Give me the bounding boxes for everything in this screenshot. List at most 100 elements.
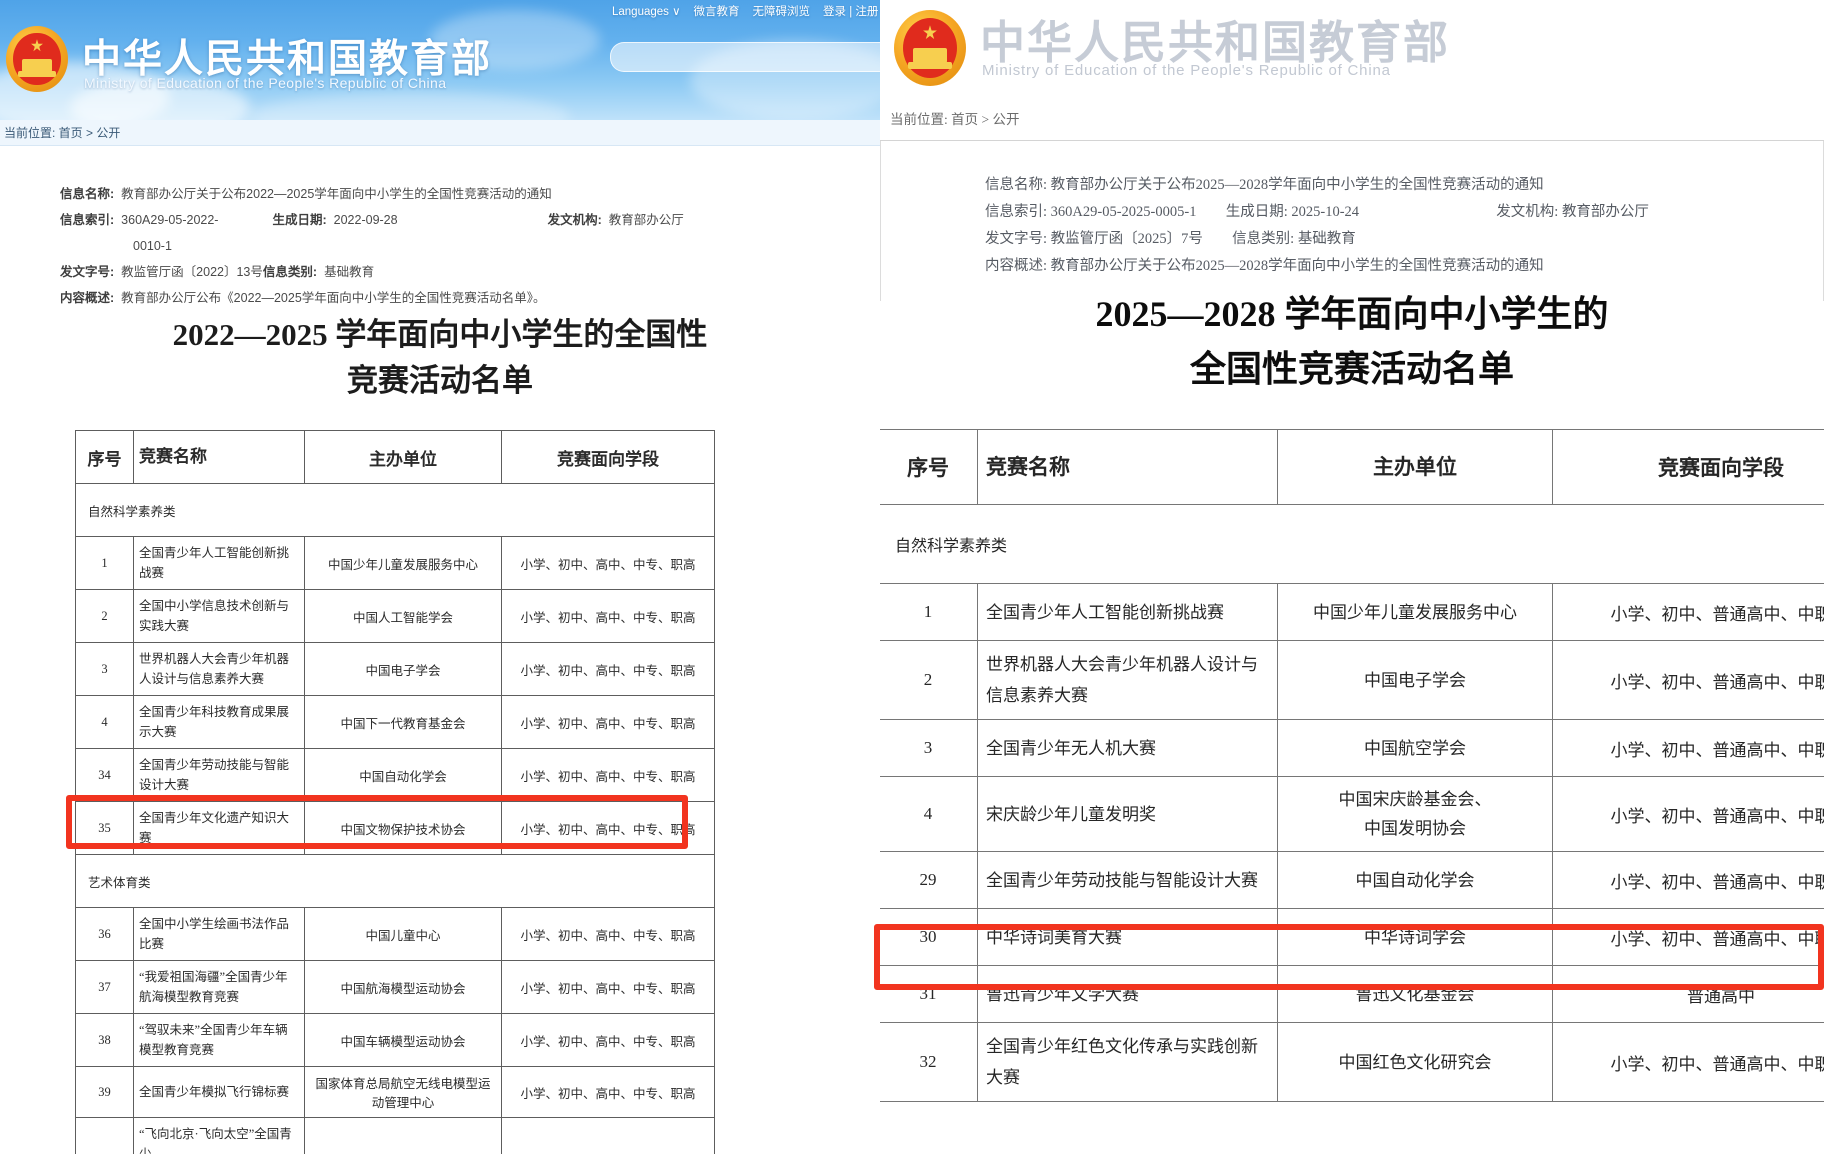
info-docno-label: 发文字号: [985,231,1048,247]
info-issuer-label: 发文机构: [1496,204,1559,220]
table-row: 2 世界机器人大会青少年机器人设计与信息素养大赛 中国电子学会 小学、初中、普通高中、… [880,640,1824,720]
table-row: 32 全国青少年红色文化传承与实践创新大赛 中国红色文化研究会 小学、初中、普通高中、… [880,1022,1824,1102]
info-summary-label: 内容概述: [60,291,115,305]
cell-no: 2 [75,589,134,643]
info-date-value: 2022-09-28 [333,213,398,227]
right-header-divider [880,140,1824,141]
nav-login-register[interactable]: 登录 | 注册 [823,6,879,18]
right-col-org: 主办单位 [1277,429,1553,505]
right-competition-table: 序号 竞赛名称 主办单位 竞赛面向学段 自然科学素养类 1 全国青少年人工智能创新挑… [880,429,1824,1102]
info-index-value: 360A29-05-2025-0005-1 [1050,204,1197,220]
cell-stage: 小学、初中、普通高中、中职 [1552,908,1824,966]
right-logo-chinese: 中华人民共和国教育部 [980,17,1451,68]
left-logo-english: Ministry of Education of the People's Re… [84,75,447,91]
cell-stage [501,1117,715,1154]
info-summary-value: 教育部办公厅公布《2022—2025学年面向中小学生的全国性竞赛活动名单》。 [121,291,546,305]
cloud-decoration [430,10,600,70]
cell-name: 鲁迅青少年文学大赛 [977,965,1278,1023]
left-breadcrumb[interactable]: 当前位置: 首页 > 公开 [0,120,880,146]
cell-org: 中国少年儿童发展服务中心 [304,536,502,590]
cell-stage: 小学、初中、高中、中专、职高 [501,695,715,749]
info-issuer-value: 教育部办公厅 [1561,204,1649,220]
cell-name: “我爱祖国海疆”全国青少年航海模型教育竞赛 [133,960,305,1014]
table-row: 36 全国中小学生绘画书法作品比赛 中国儿童中心 小学、初中、高中、中专、职高 [75,907,715,961]
cell-no: 1 [880,583,978,641]
cell-no [75,1117,134,1154]
cell-org: 中国文物保护技术协会 [304,801,502,855]
category-label: 艺术体育类 [75,854,715,908]
cell-org [304,1117,502,1154]
cell-name: “飞向北京·飞向太空”全国青少 [133,1117,305,1154]
cell-no: 39 [75,1066,134,1118]
table-row: 4 宋庆龄少年儿童发明奖 中国宋庆龄基金会、 中国发明协会 小学、初中、普通高中、中职 [880,776,1824,852]
cell-no: 36 [75,907,134,961]
cell-stage: 小学、初中、高中、中专、职高 [501,589,715,643]
cell-stage: 小学、初中、高中、中专、职高 [501,907,715,961]
cell-org: 国家体育总局航空无线电模型运动管理中心 [304,1066,502,1118]
info-summary-label: 内容概述: [985,258,1048,274]
table-row: 4 全国青少年科技教育成果展示大赛 中国下一代教育基金会 小学、初中、高中、中专、职高 [75,695,715,749]
cell-name: “驾驭未来”全国青少年车辆模型教育竞赛 [133,1013,305,1067]
cell-name: 中华诗词美育大赛 [977,908,1278,966]
table-row: 29 全国青少年劳动技能与智能设计大赛 中国自动化学会 小学、初中、普通高中、中职 [880,851,1824,909]
left-competition-table: 序号 竞赛名称 主办单位 竞赛面向学段 自然科学素养类 1 全国青少年人工智能创新挑… [75,430,715,1154]
nav-languages[interactable]: Languages ∨ [612,6,681,18]
table-row: 38 “驾驭未来”全国青少年车辆模型教育竞赛 中国车辆模型运动协会 小学、初中、高中、… [75,1013,715,1067]
table-category-row: 自然科学素养类 [880,504,1824,584]
info-row-docno: 发文字号: 教监管厅函〔2022〕13号 信息类别: 基础教育 [60,262,760,283]
cell-stage: 小学、初中、高中、中专、职高 [501,642,715,696]
cell-name: 全国中小学信息技术创新与实践大赛 [133,589,305,643]
cell-name: 全国青少年劳动技能与智能设计大赛 [977,851,1278,909]
table-category-row: 自然科学素养类 [75,483,715,537]
cell-org: 中国少年儿童发展服务中心 [1277,583,1553,641]
right-logo-english: Ministry of Education of the People's Re… [982,62,1391,79]
right-document-panel: 中华人民共和国教育部 Ministry of Education of the … [880,0,1824,1154]
cell-name: 全国青少年红色文化传承与实践创新大赛 [977,1022,1278,1102]
info-index-value2: 0010-1 [133,239,172,253]
info-issuer-label: 发文机构: [547,213,602,227]
left-table-head: 序号 竞赛名称 主办单位 竞赛面向学段 [75,430,715,484]
cell-no: 37 [75,960,134,1014]
info-name-value: 教育部办公厅关于公布2025—2028学年面向中小学生的全国性竞赛活动的通知 [1050,177,1544,193]
info-category-label: 信息类别: [1232,231,1295,247]
cell-org: 中国红色文化研究会 [1277,1022,1553,1102]
left-header-row: 序号 竞赛名称 主办单位 竞赛面向学段 [75,430,715,484]
cell-stage: 小学、初中、普通高中、中职 [1552,851,1824,909]
info-row-name: 信息名称: 教育部办公厅关于公布2022—2025学年面向中小学生的全国性竞赛活… [60,184,760,205]
table-row: 35 全国青少年文化遗产知识大赛 中国文物保护技术协会 小学、初中、高中、中专、职高 [75,801,715,855]
search-input[interactable] [610,42,880,72]
cell-org: 中国宋庆龄基金会、 中国发明协会 [1277,776,1553,852]
cell-no: 34 [75,748,134,802]
nav-weiyan-education[interactable]: 微言教育 [693,6,740,18]
cell-stage: 小学、初中、高中、中专、职高 [501,1013,715,1067]
left-site-header: 中华人民共和国教育部 Ministry of Education of the … [0,0,880,120]
cell-org: 中国电子学会 [304,642,502,696]
right-col-stage: 竞赛面向学段 [1552,429,1824,505]
table-row: 34 全国青少年劳动技能与智能设计大赛 中国自动化学会 小学、初中、高中、中专、职高 [75,748,715,802]
cell-org: 中国自动化学会 [304,748,502,802]
table-row: 37 “我爱祖国海疆”全国青少年航海模型教育竞赛 中国航海模型运动协会 小学、初中、高… [75,960,715,1014]
cell-org: 中华诗词学会 [1277,908,1553,966]
cell-no: 29 [880,851,978,909]
left-col-name: 竞赛名称 [133,430,305,484]
cell-stage: 小学、初中、高中、中专、职高 [501,748,715,802]
info-index-label: 信息索引: [60,213,115,227]
cell-org: 中国电子学会 [1277,640,1553,720]
nav-accessibility[interactable]: 无障碍浏览 [752,6,811,18]
right-col-no: 序号 [880,429,978,505]
cell-name: 全国青少年人工智能创新挑战赛 [977,583,1278,641]
left-document-panel: 中华人民共和国教育部 Ministry of Education of the … [0,0,880,1154]
cell-stage: 小学、初中、普通高中、中职 [1552,776,1824,852]
cell-org: 中国航空学会 [1277,719,1553,777]
category-label: 自然科学素养类 [880,504,1824,584]
left-col-org: 主办单位 [304,430,502,484]
cell-no: 38 [75,1013,134,1067]
cell-stage: 小学、初中、高中、中专、职高 [501,960,715,1014]
right-site-header: 中华人民共和国教育部 Ministry of Education of the … [880,0,1824,127]
right-title-line-2: 全国性竞赛活动名单 [1189,349,1514,389]
cell-stage: 普通高中 [1552,965,1824,1023]
cloud-decoration [250,92,570,120]
table-row: 31 鲁迅青少年文学大赛 鲁迅文化基金会 普通高中 [880,965,1824,1023]
right-breadcrumb[interactable]: 当前位置: 首页 > 公开 [890,112,1020,127]
info-row-summary: 内容概述: 教育部办公厅关于公布2025—2028学年面向中小学生的全国性竞赛活… [985,253,1775,280]
